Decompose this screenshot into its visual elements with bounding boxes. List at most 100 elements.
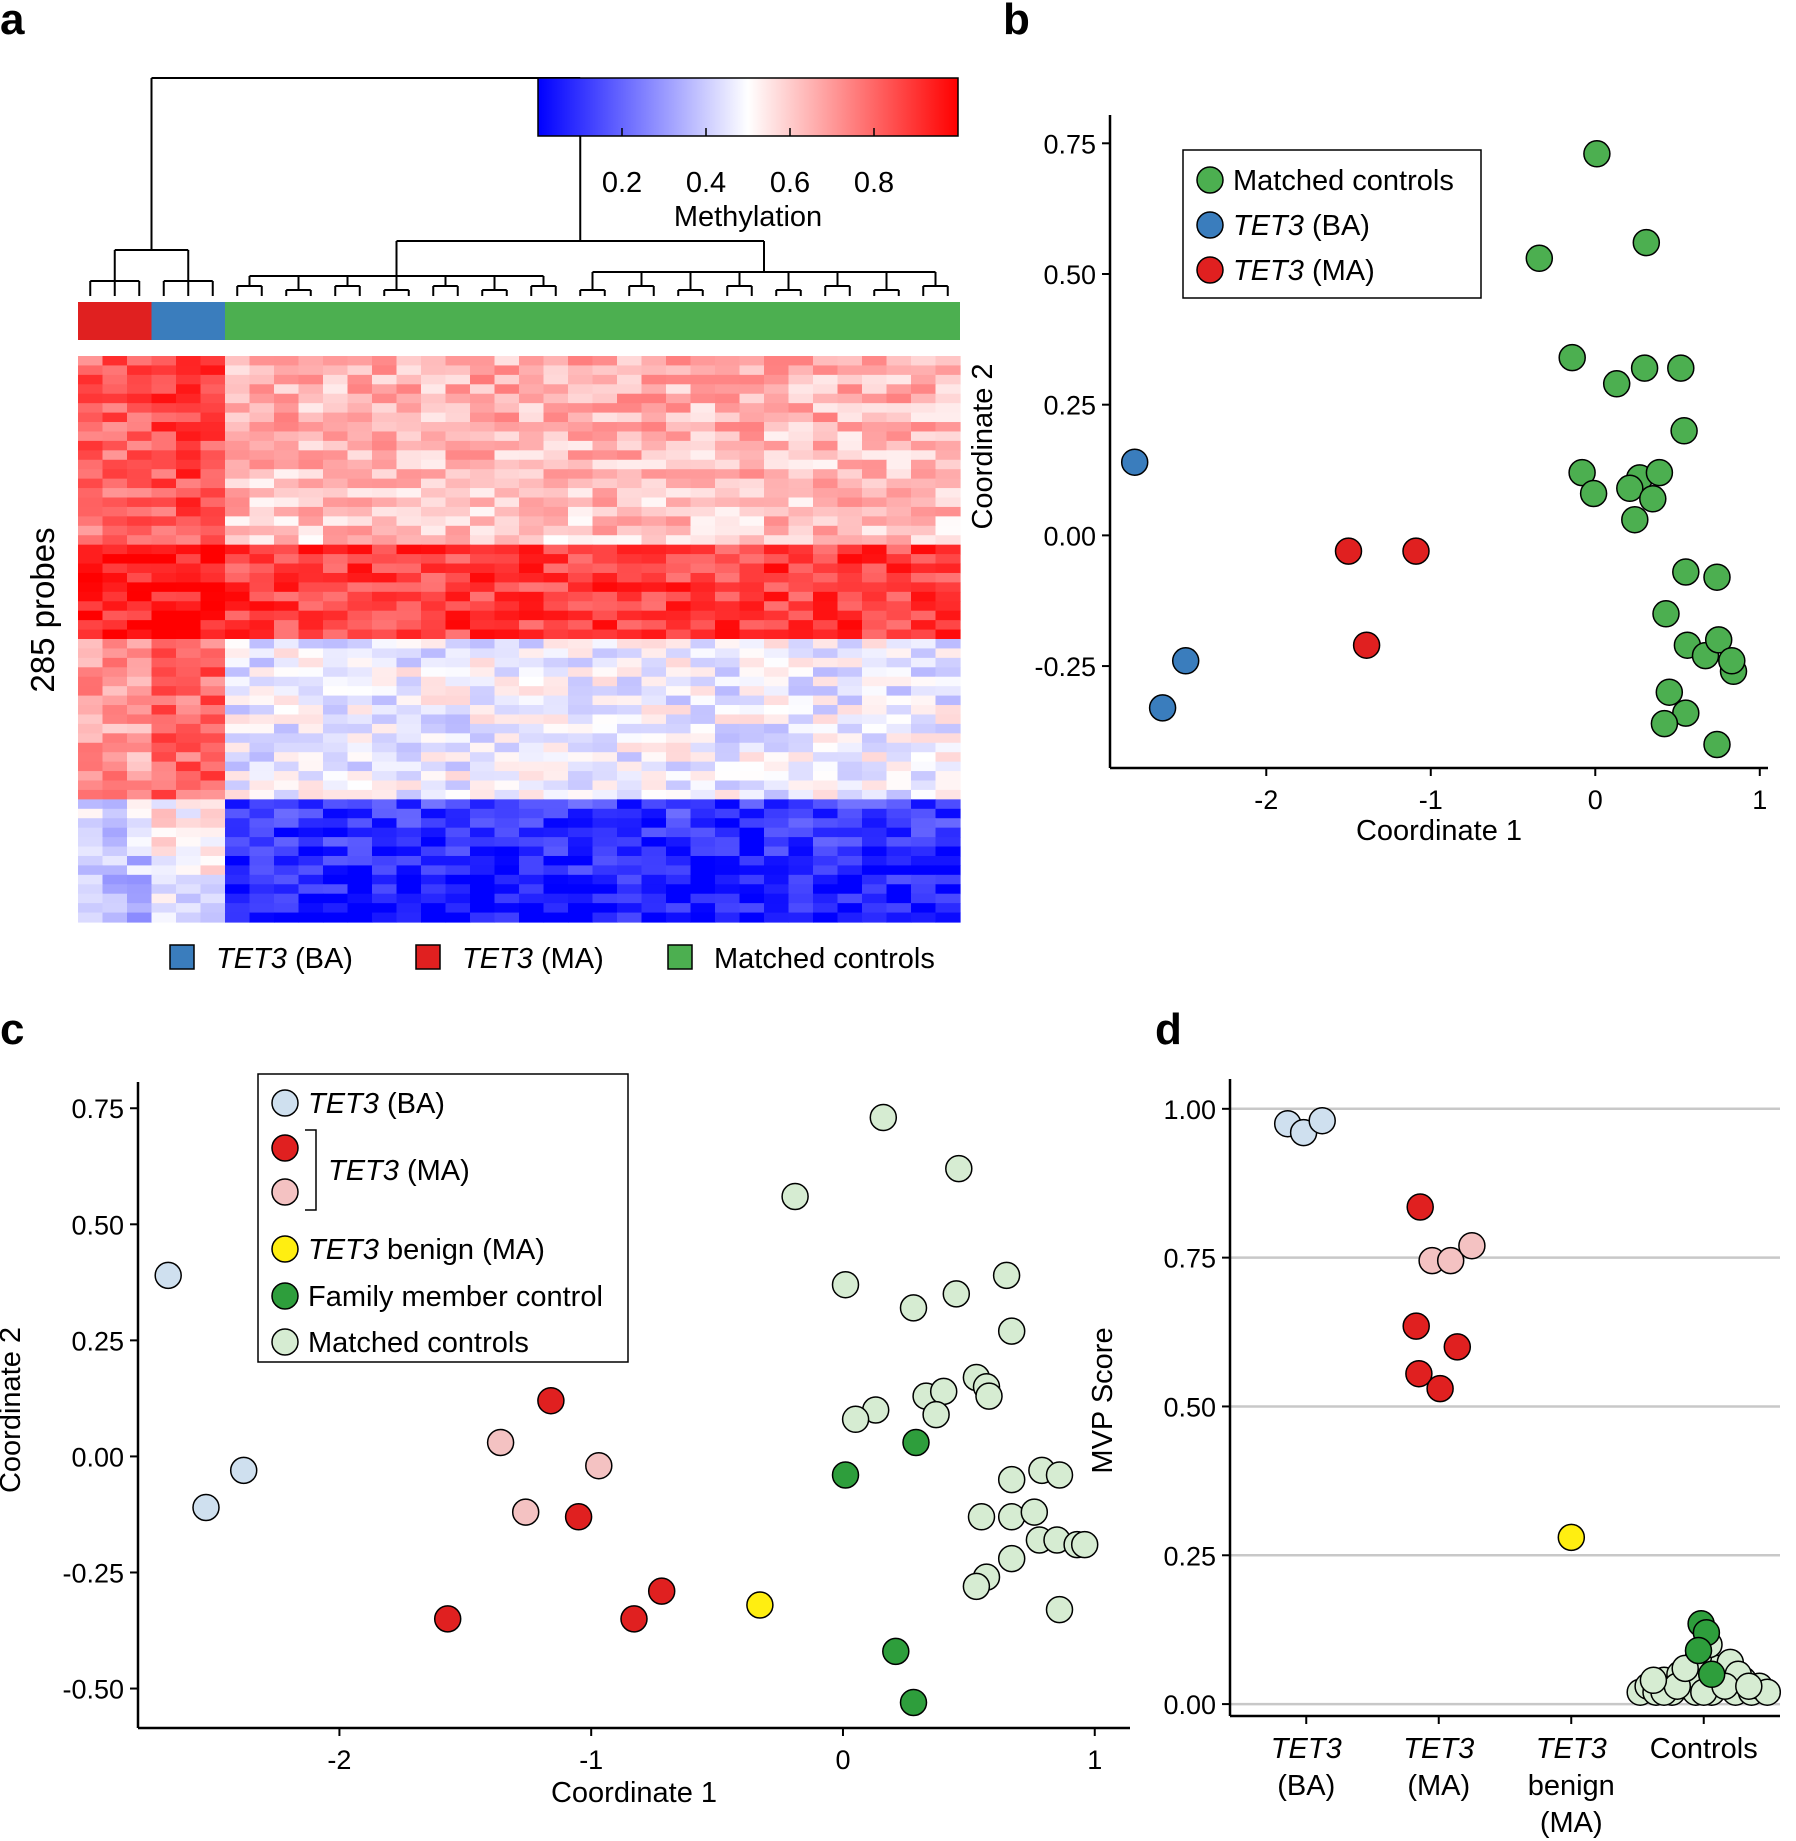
heatmap-cell — [666, 582, 692, 593]
heatmap-cell — [127, 384, 153, 395]
heatmap-cell — [617, 374, 643, 385]
heatmap-cell — [298, 818, 324, 829]
heatmap-cell — [200, 733, 226, 744]
heatmap-cell — [298, 516, 324, 527]
heatmap-cell — [494, 356, 520, 367]
heatmap-cell — [690, 723, 716, 734]
heatmap-cell — [666, 723, 692, 734]
heatmap-cell — [690, 893, 716, 904]
heatmap-cell — [176, 865, 202, 876]
heatmap-cell — [372, 855, 398, 866]
heatmap-cell — [764, 884, 790, 895]
heatmap-cell — [176, 582, 202, 593]
heatmap-cell — [788, 582, 814, 593]
heatmap-cell — [641, 789, 667, 800]
heatmap-cell — [127, 516, 153, 527]
heatmap-cell — [249, 384, 275, 395]
data-point-controls — [1558, 343, 1586, 372]
heatmap-cell — [641, 903, 667, 914]
heatmap-cell — [470, 374, 496, 385]
heatmap-cell — [666, 667, 692, 678]
y-tick-label: 0.25 — [1043, 391, 1096, 421]
heatmap-cell — [127, 714, 153, 725]
heatmap-cell — [837, 780, 863, 791]
heatmap-cell — [298, 403, 324, 414]
heatmap-cell — [470, 525, 496, 536]
heatmap-cell — [396, 714, 422, 725]
heatmap-cell — [862, 827, 888, 838]
data-point-controls — [1667, 354, 1695, 382]
heatmap-cell — [666, 657, 692, 668]
heatmap-cell — [739, 695, 765, 706]
heatmap-cell — [151, 733, 177, 744]
heatmap-cell — [739, 903, 765, 914]
heatmap-cell — [568, 771, 594, 782]
heatmap-cell — [617, 535, 643, 546]
heatmap-cell — [690, 648, 716, 659]
legend-label-ba_light: TET3 (BA) — [308, 1088, 445, 1120]
heatmap-cell — [225, 440, 251, 451]
heatmap-cell — [494, 818, 520, 829]
heatmap-cell — [372, 516, 398, 527]
heatmap-cell — [225, 761, 251, 772]
heatmap-cell — [886, 846, 912, 857]
heatmap-cell — [78, 771, 104, 782]
heatmap-cell — [127, 865, 153, 876]
heatmap-cell — [127, 884, 153, 895]
heatmap-cell — [176, 431, 202, 442]
heatmap-cell — [176, 591, 202, 602]
heatmap-cell — [935, 648, 961, 659]
heatmap-cell — [911, 884, 937, 895]
heatmap-cell — [274, 686, 300, 697]
heatmap-cell — [176, 403, 202, 414]
heatmap-cell — [102, 676, 128, 687]
data-point-ba_light — [229, 1456, 258, 1485]
heatmap-cell — [592, 742, 618, 753]
heatmap-cell — [862, 535, 888, 546]
heatmap-cell — [274, 884, 300, 895]
heatmap-cell — [225, 450, 251, 461]
legend-label-suffix: (BA) — [379, 1088, 445, 1120]
data-point-controls_light — [962, 1572, 991, 1601]
heatmap-cell — [372, 742, 398, 753]
heatmap-cell — [813, 620, 839, 631]
heatmap-cell — [102, 516, 128, 527]
heatmap-cell — [764, 610, 790, 621]
heatmap-cell — [470, 714, 496, 725]
heatmap-cell — [200, 431, 226, 442]
heatmap-cell — [151, 903, 177, 914]
heatmap-cell — [543, 837, 569, 848]
heatmap-cell — [421, 789, 447, 800]
heatmap-cell — [886, 374, 912, 385]
heatmap-cell — [421, 686, 447, 697]
heatmap-cell — [739, 459, 765, 470]
heatmap-cell — [298, 846, 324, 857]
heatmap-cell — [470, 903, 496, 914]
heatmap-cell — [102, 865, 128, 876]
heatmap-cell — [421, 884, 447, 895]
heatmap-cell — [372, 431, 398, 442]
heatmap-cell — [715, 884, 741, 895]
heatmap-cell — [617, 695, 643, 706]
heatmap-cell — [151, 610, 177, 621]
heatmap-cell — [666, 629, 692, 640]
heatmap-cell — [813, 705, 839, 716]
heatmap-cell — [911, 686, 937, 697]
heatmap-cell — [249, 563, 275, 574]
heatmap-cell — [372, 384, 398, 395]
heatmap-cell — [764, 818, 790, 829]
heatmap-cell — [764, 450, 790, 461]
heatmap-cell — [470, 780, 496, 791]
heatmap-cell — [764, 629, 790, 640]
heatmap-cell — [176, 827, 202, 838]
heatmap-cell — [886, 506, 912, 517]
heatmap-cell — [788, 497, 814, 508]
heatmap-cell — [151, 544, 177, 555]
heatmap-cell — [764, 412, 790, 423]
heatmap-cell — [519, 667, 545, 678]
heatmap-cell — [862, 356, 888, 367]
heatmap-cell — [445, 374, 471, 385]
heatmap-cell — [200, 667, 226, 678]
heatmap-cell — [568, 648, 594, 659]
heatmap-cell — [151, 855, 177, 866]
